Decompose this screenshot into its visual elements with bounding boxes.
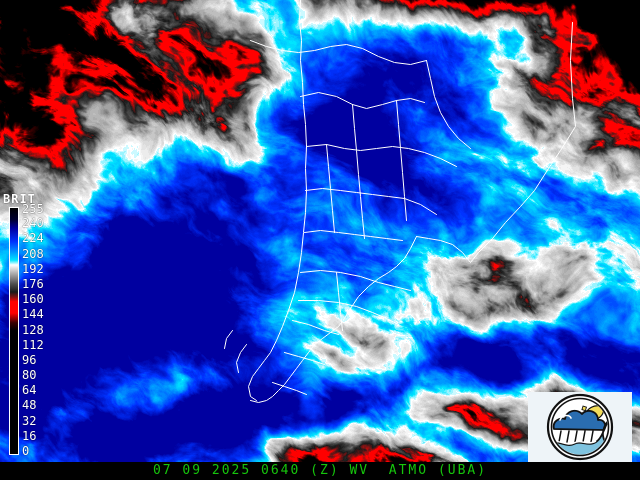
colorbar-tick: 32 — [22, 413, 37, 428]
water-vapor-imagery-canvas — [0, 0, 640, 462]
institution-logo — [528, 392, 632, 462]
colorbar-tick: 0 — [22, 444, 30, 458]
colorbar-tick: 96 — [22, 352, 37, 367]
colorbar-tick: 255 — [22, 202, 44, 216]
weather-emblem-icon — [546, 393, 614, 461]
colorbar-tick: 224 — [22, 231, 44, 246]
colorbar-tick: 112 — [22, 337, 44, 352]
colorbar-gradient-fill — [10, 208, 18, 454]
colorbar-tick: 144 — [22, 307, 44, 322]
colorbar-tick: 160 — [22, 292, 44, 307]
colorbar-title: BRIT — [3, 192, 36, 206]
satellite-raster — [0, 0, 640, 462]
colorbar-tick: 16 — [22, 428, 37, 443]
colorbar-tick: 192 — [22, 261, 44, 276]
colorbar-tick: 208 — [22, 246, 44, 261]
colorbar-tick: 128 — [22, 322, 44, 337]
colorbar-tick-labels: 255 240 224 208 192 176 160 144 128 112 96 80 64 48 32… — [22, 203, 52, 459]
image-timestamp-caption: 07 09 2025 0640 (Z) WV ATMO (UBA) — [0, 462, 640, 480]
colorbar-tick: 48 — [22, 398, 37, 413]
colorbar-tick: 64 — [22, 383, 37, 398]
colorbar-tick: 80 — [22, 368, 37, 383]
colorbar-tick: 176 — [22, 277, 44, 291]
colorbar-tick: 240 — [22, 216, 44, 231]
colorbar-gradient-strip — [9, 207, 19, 455]
brightness-colorbar: BRIT 255 240 224 208 192 176 160 144 128 112 96 80 6… — [0, 193, 52, 465]
